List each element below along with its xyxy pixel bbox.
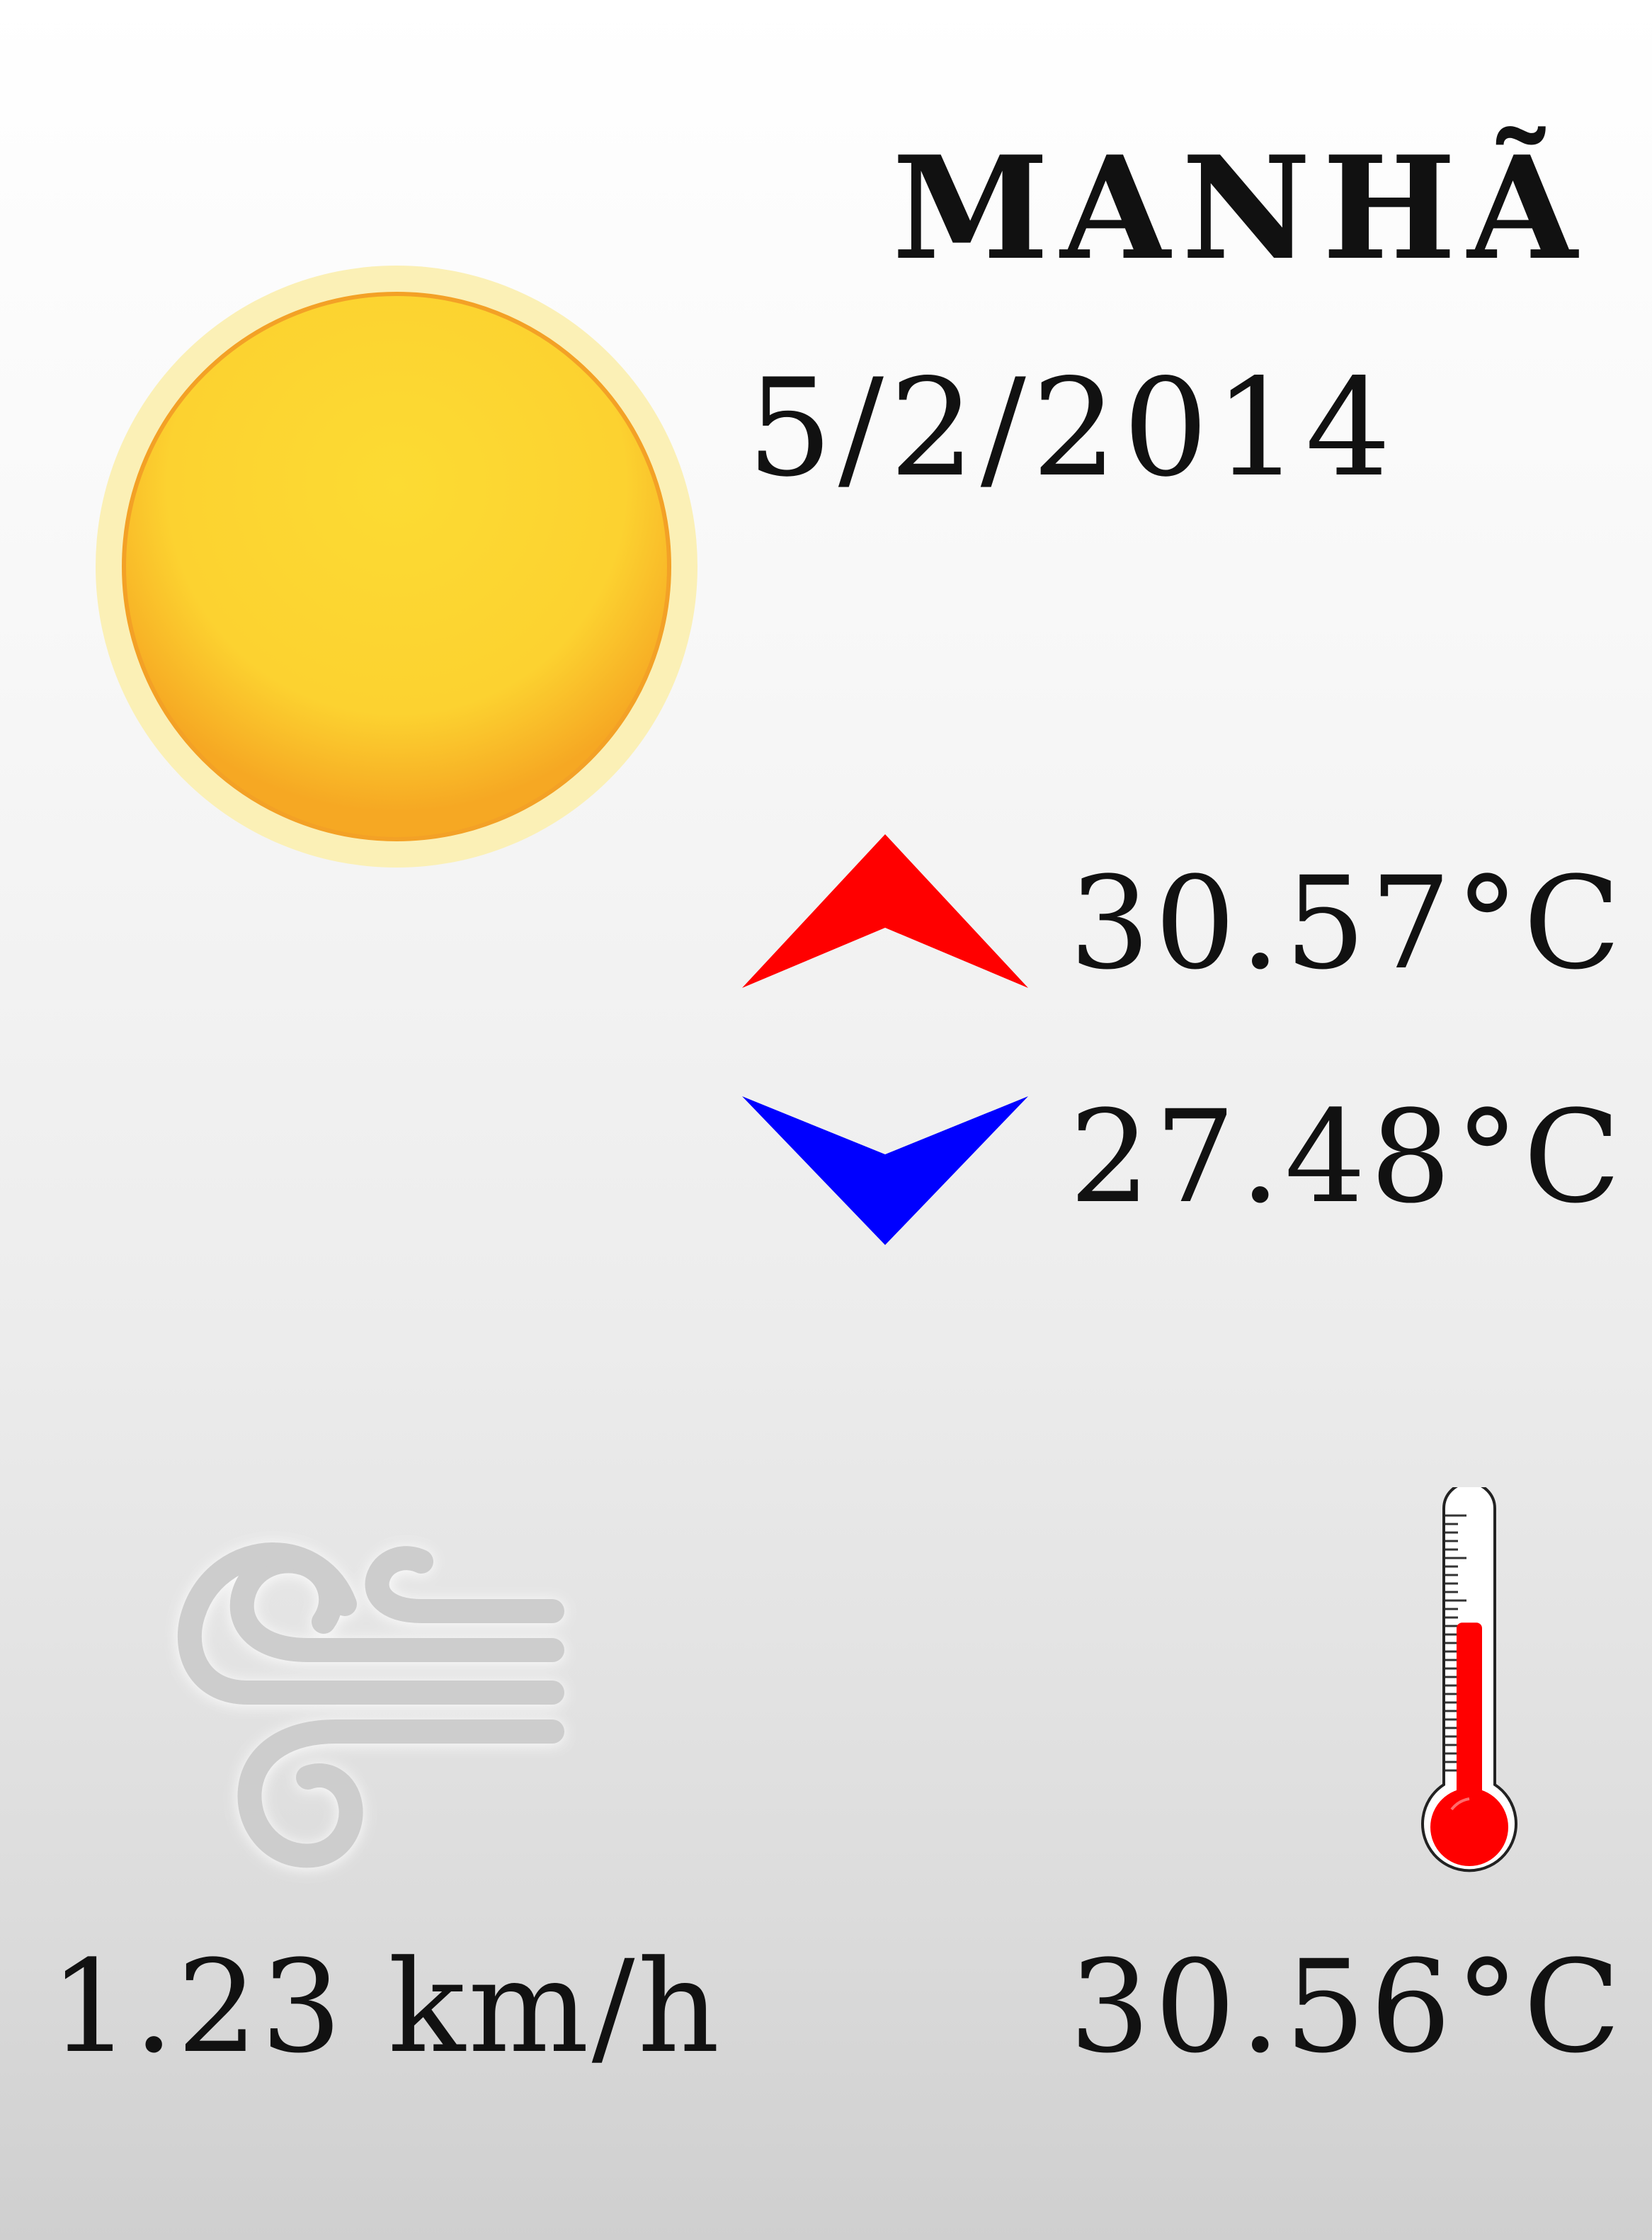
high-temperature: 30.57°C: [1069, 850, 1626, 998]
arrow-down-icon: [742, 1096, 1028, 1245]
period-title: MANHÃ: [892, 125, 1589, 292]
wind-icon: [177, 1542, 564, 1868]
current-temperature: 30.56°C: [1069, 1933, 1626, 2081]
low-temperature: 27.48°C: [1069, 1084, 1626, 1232]
arrow-up-icon: [742, 834, 1028, 988]
wind-speed: 1.23 km/h: [50, 1933, 723, 2081]
sun-icon: [96, 266, 697, 868]
thermometer-fluid: [1457, 1622, 1482, 1827]
thermometer-icon: [1421, 1487, 1517, 1872]
forecast-date: 5/2/2014: [747, 350, 1397, 506]
